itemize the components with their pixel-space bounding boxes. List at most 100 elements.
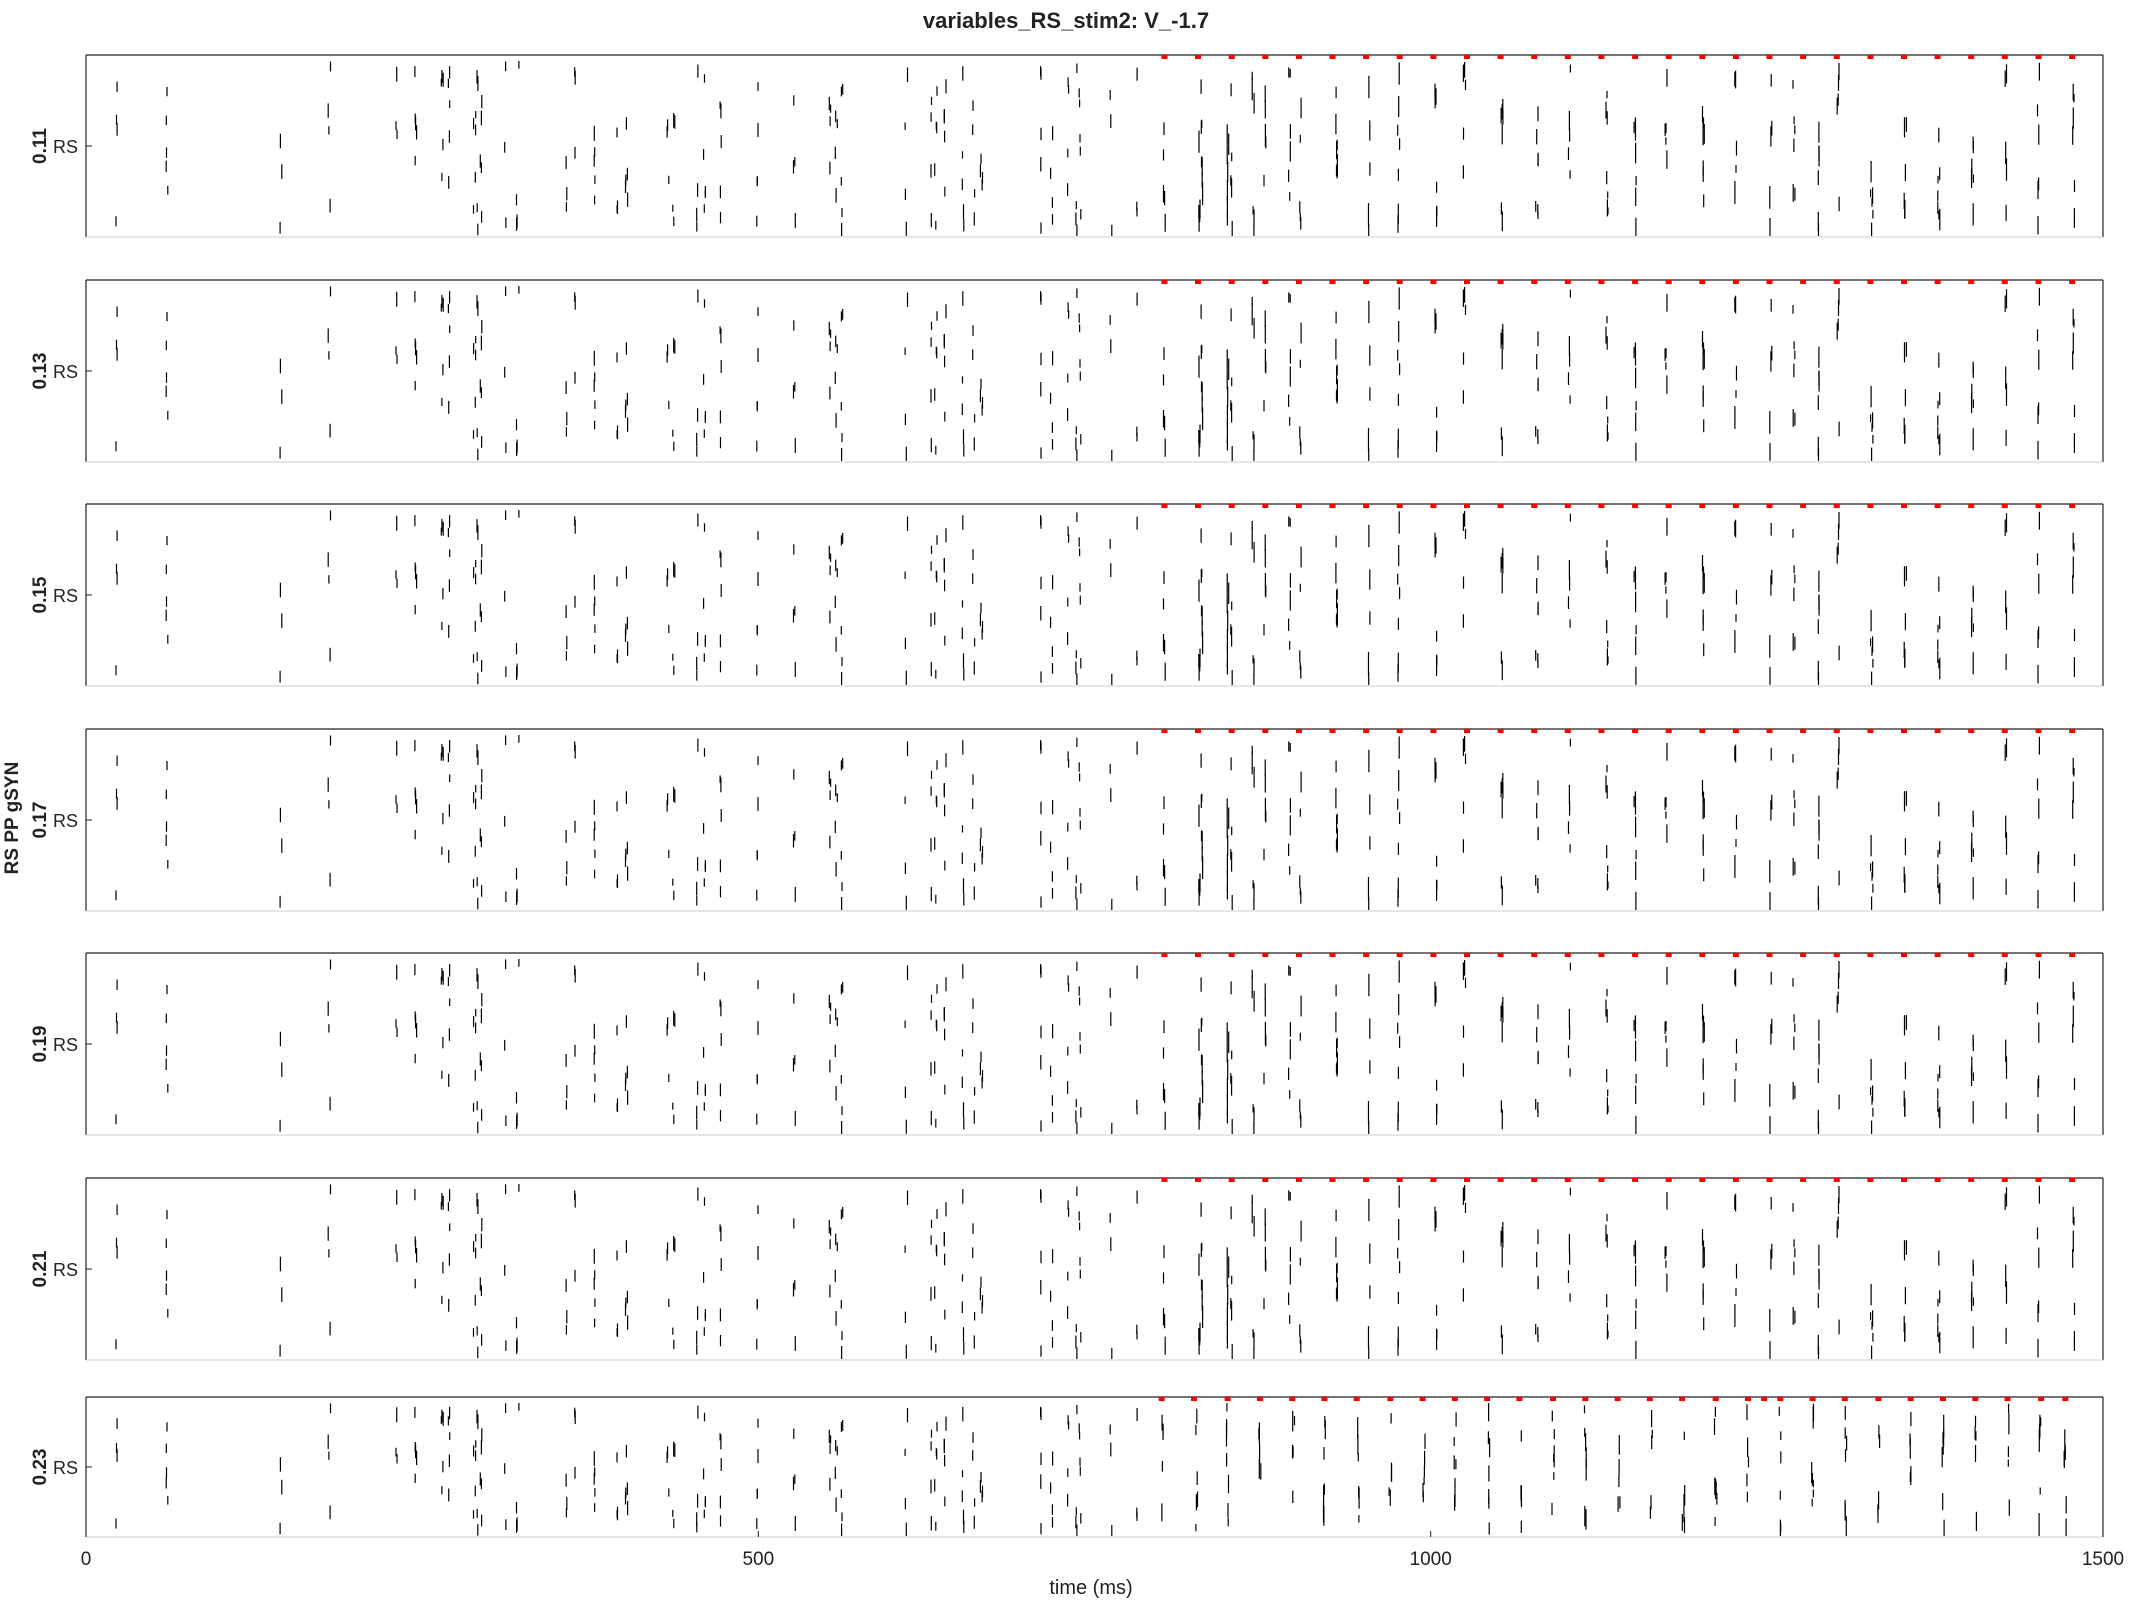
stim-marker — [1161, 280, 1168, 284]
stim-marker — [1800, 504, 1807, 508]
stim-marker — [1833, 1178, 1840, 1182]
stim-marker — [1564, 953, 1571, 957]
stim-marker — [2069, 55, 2076, 59]
raster-panel: RS0.13 — [30, 279, 2104, 463]
stim-marker — [1262, 280, 1269, 284]
stim-marker — [1646, 1397, 1653, 1401]
stim-marker — [1329, 55, 1336, 59]
stim-marker — [1901, 504, 1907, 508]
stim-marker — [1550, 1397, 1556, 1401]
stim-marker — [1867, 504, 1874, 508]
stim-marker — [1800, 953, 1807, 957]
panel-label: 0.13 — [30, 353, 51, 390]
x-tick-label: 1000 — [1410, 1549, 1452, 1570]
x-tick-label: 500 — [742, 1549, 774, 1570]
panel-label: 0.15 — [30, 576, 51, 613]
stim-marker — [1516, 1397, 1523, 1401]
stim-marker — [1430, 55, 1437, 59]
stim-marker — [2001, 1178, 2008, 1182]
stim-marker — [1665, 729, 1672, 733]
y-axis-label: RS PP gSYN — [2, 762, 23, 875]
panel-label: 0.17 — [30, 802, 51, 839]
stim-marker — [1363, 504, 1370, 508]
stim-marker — [1632, 729, 1639, 733]
stim-marker — [1396, 953, 1403, 957]
stim-marker — [2069, 280, 2076, 284]
stim-marker — [1228, 1178, 1235, 1182]
stim-marker — [2001, 55, 2008, 59]
stim-marker — [1228, 280, 1235, 284]
stim-marker — [1732, 729, 1739, 733]
stim-marker — [1191, 1397, 1197, 1401]
stim-marker — [2001, 729, 2008, 733]
stim-marker — [1867, 729, 1874, 733]
stim-marker — [1464, 729, 1470, 733]
stim-marker — [1598, 953, 1605, 957]
y-tick-label: RS — [53, 811, 78, 831]
stim-marker — [1228, 55, 1235, 59]
stim-marker — [1363, 1178, 1370, 1182]
stim-marker — [1484, 1397, 1491, 1401]
raster-panel: RS0.11 — [30, 54, 2104, 238]
stim-marker — [1833, 504, 1840, 508]
stim-marker — [1464, 55, 1470, 59]
stim-marker — [1497, 504, 1504, 508]
stim-marker — [1867, 55, 1874, 59]
stim-marker — [1228, 729, 1235, 733]
stim-marker — [1531, 280, 1538, 284]
stim-marker — [1564, 280, 1571, 284]
stim-marker — [1934, 1178, 1941, 1182]
stim-marker — [1363, 55, 1370, 59]
stim-marker — [1531, 504, 1538, 508]
x-tick-label: 1500 — [2082, 1549, 2124, 1570]
stim-marker — [1732, 55, 1739, 59]
y-tick-label: RS — [53, 1458, 78, 1478]
stim-marker — [1968, 55, 1975, 59]
stim-marker — [1497, 280, 1504, 284]
stim-marker — [1841, 1397, 1848, 1401]
stim-marker — [1867, 1178, 1874, 1182]
stim-marker — [1940, 1397, 1946, 1401]
stim-marker — [1531, 55, 1538, 59]
stim-marker — [1329, 953, 1336, 957]
stim-marker — [1262, 55, 1269, 59]
stim-marker — [1497, 729, 1504, 733]
stim-marker — [1464, 1178, 1470, 1182]
raster-panel: RS0.23 — [30, 1396, 2104, 1538]
figure-title: variables_RS_stim2: V_-1.7 — [923, 8, 1209, 33]
stim-marker — [1867, 280, 1874, 284]
stim-marker — [1598, 55, 1605, 59]
stim-marker — [1800, 55, 1807, 59]
y-tick-label: RS — [53, 362, 78, 382]
stim-marker — [1396, 55, 1403, 59]
stim-marker — [1158, 1397, 1165, 1401]
stim-marker — [1430, 729, 1437, 733]
stim-marker — [1761, 1397, 1768, 1401]
stim-marker — [2035, 1178, 2042, 1182]
stim-marker — [1396, 280, 1403, 284]
stim-marker — [1353, 1397, 1360, 1401]
stim-marker — [1262, 953, 1269, 957]
stim-marker — [2069, 504, 2076, 508]
stim-marker — [1699, 55, 1706, 59]
stim-marker — [2035, 953, 2042, 957]
stim-marker — [1387, 1397, 1394, 1401]
stim-marker — [2035, 729, 2042, 733]
stim-marker — [1833, 729, 1840, 733]
raster-panels: RS0.11RS0.13RS0.15RS0.17RS0.19RS0.21RS0.… — [30, 54, 2124, 1570]
stim-marker — [1497, 953, 1504, 957]
stim-marker — [1875, 1397, 1882, 1401]
x-tick-label: 0 — [81, 1549, 92, 1570]
stim-marker — [1295, 55, 1302, 59]
stim-marker — [1396, 1178, 1403, 1182]
stim-marker — [1598, 729, 1605, 733]
raster-panel: RS0.19 — [30, 952, 2104, 1136]
stim-marker — [1809, 1397, 1816, 1401]
stim-marker — [1800, 280, 1807, 284]
stim-marker — [1464, 280, 1470, 284]
stim-marker — [1564, 504, 1571, 508]
stim-marker — [1363, 729, 1370, 733]
stim-marker — [1766, 55, 1773, 59]
stim-marker — [1766, 280, 1773, 284]
